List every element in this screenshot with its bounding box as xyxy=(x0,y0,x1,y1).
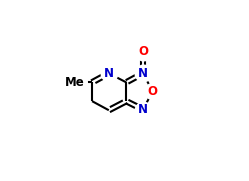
Text: N: N xyxy=(104,67,114,80)
Text: N: N xyxy=(138,67,148,80)
Text: Me: Me xyxy=(65,76,84,89)
Text: O: O xyxy=(138,45,148,58)
Text: O: O xyxy=(148,85,158,98)
Text: N: N xyxy=(138,103,148,116)
